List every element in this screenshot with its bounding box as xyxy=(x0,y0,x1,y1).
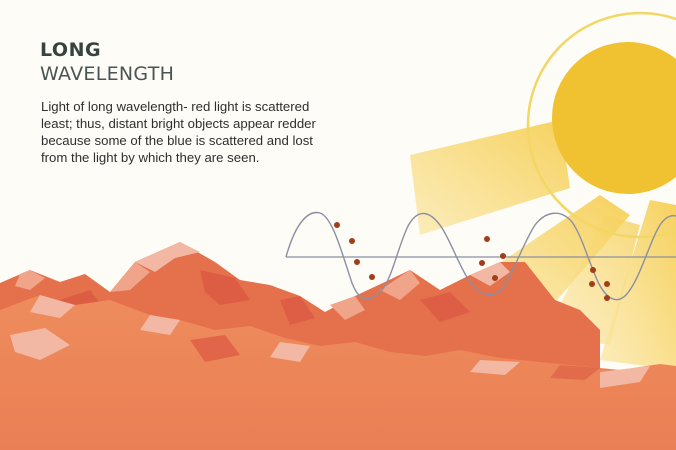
particle xyxy=(604,295,610,301)
particle xyxy=(500,253,506,259)
wave-graphic xyxy=(285,211,676,301)
particle xyxy=(349,238,355,244)
particle xyxy=(604,281,610,287)
particle xyxy=(589,281,595,287)
heading-line-1: LONG xyxy=(40,39,102,61)
particle xyxy=(369,274,375,280)
particle xyxy=(479,260,485,266)
foreground-mountains xyxy=(0,295,676,450)
particle xyxy=(334,222,340,228)
particle xyxy=(590,267,596,273)
particle xyxy=(484,236,490,242)
sun-icon xyxy=(526,11,676,239)
description-text: Light of long wavelength- red light is s… xyxy=(41,99,316,165)
heading-line-2: WAVELENGTH xyxy=(40,63,175,85)
heading: LONG WAVELENGTH xyxy=(40,38,174,86)
particle xyxy=(492,275,498,281)
particle xyxy=(354,259,360,265)
scatter-particles xyxy=(334,222,610,301)
